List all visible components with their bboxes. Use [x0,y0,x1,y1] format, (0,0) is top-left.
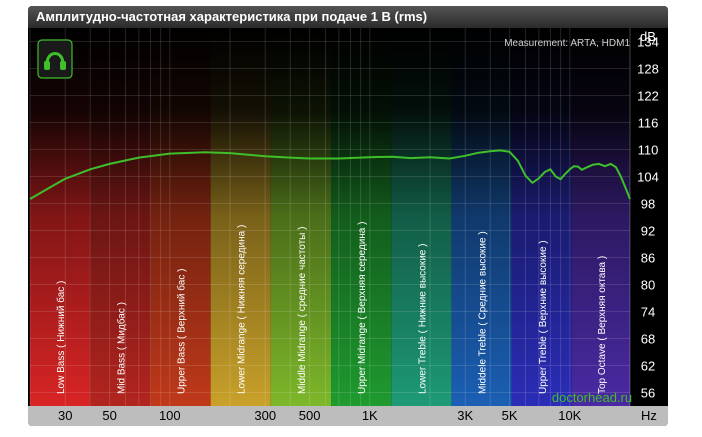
logo [37,39,73,79]
band-label: Upper Bass ( Верхний бас ) [176,269,188,394]
y-tick-label: 68 [641,332,655,347]
frequency-response-chart: Low Bass ( Нижний бас ) Mid Bass ( Мидбас… [28,28,668,426]
x-tick-label: 500 [299,408,321,423]
x-tick-label: 5K [502,408,518,423]
y-tick-label: 122 [637,89,659,104]
band-label: Middle Midrange ( средние частоты ) [297,227,308,394]
band-label: Middele Treble ( Средние высокие ) [478,231,489,394]
y-tick-label: 80 [641,278,655,293]
y-tick-label: 74 [641,305,655,320]
band-label: Low Bass ( Нижний бас ) [55,281,67,394]
title-bar: Амплитудно-частотная характеристика при … [28,6,668,28]
band-label: Lower Treble ( Нижние высокие ) [417,244,428,394]
x-unit-label: Hz [641,408,657,423]
y-unit-label: dB [640,29,656,44]
frequency-axis-strip [28,406,668,426]
chart-frame: Low Bass ( Нижний бас ) Mid Bass ( Мидбас… [28,6,668,426]
band-label: Upper Treble ( Верхние высокие ) [538,240,549,394]
x-tick-label: 300 [254,408,276,423]
band-label: Top Octave ( Верхняя октава ) [597,256,608,394]
measurement-note: Measurement: ARTA, HDM1 [504,38,630,49]
y-tick-label: 92 [641,224,655,239]
x-tick-label: 30 [58,408,72,423]
watermark: doctorhead.ru [552,390,632,405]
y-tick-label: 128 [637,62,659,77]
x-tick-label: 100 [159,408,181,423]
y-tick-label: 116 [638,116,659,131]
y-tick-label: 104 [637,170,659,185]
headphones-icon [45,52,65,65]
y-tick-label: 134 [637,35,659,50]
y-tick-label: 110 [638,143,659,158]
x-tick-label: 10K [558,408,581,423]
band-label: Lower Midrange ( Нижняя середина ) [237,225,248,394]
y-tick-label: 56 [641,386,655,401]
x-tick-label: 50 [102,408,116,423]
band-label: Upper Midrange ( Верхняя середина ) [357,222,368,394]
frequency-response-curve [29,149,631,200]
chart-title: Амплитудно-частотная характеристика при … [36,9,428,24]
x-tick-label: 3K [457,408,473,423]
y-tick-label: 98 [641,197,655,212]
y-tick-label: 62 [641,359,655,374]
x-tick-label: 1K [362,408,378,423]
band-label: Mid Bass ( Мидбас ) [115,302,127,394]
y-tick-label: 86 [641,251,655,266]
